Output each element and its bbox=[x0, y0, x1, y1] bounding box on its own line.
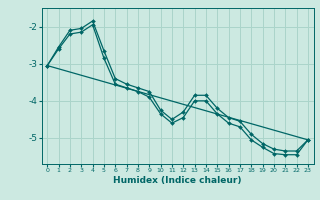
X-axis label: Humidex (Indice chaleur): Humidex (Indice chaleur) bbox=[113, 176, 242, 185]
